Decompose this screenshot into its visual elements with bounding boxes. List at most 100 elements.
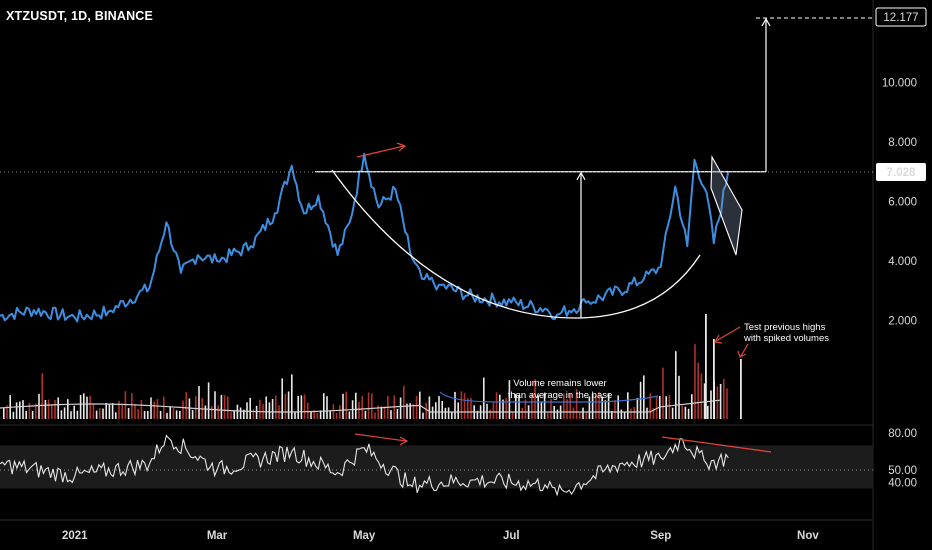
- time-axis-tick: Nov: [797, 530, 819, 542]
- volume-bar: [607, 393, 610, 419]
- volume-bar: [569, 393, 571, 419]
- volume-bar: [265, 396, 267, 419]
- volume-bar: [313, 410, 315, 419]
- volume-bar: [339, 405, 341, 419]
- volume-bar: [492, 401, 495, 419]
- volume-bar: [540, 401, 543, 419]
- volume-bar: [35, 403, 37, 419]
- volume-bar: [396, 409, 399, 419]
- volume-bar: [335, 412, 338, 419]
- volume-note: Volume remains lower: [513, 378, 606, 389]
- volume-bar: [623, 411, 626, 419]
- volume-bar: [572, 407, 575, 419]
- volume-bar: [441, 401, 443, 419]
- spike-arrowhead-2: [737, 350, 747, 358]
- volume-bar: [499, 394, 501, 419]
- rsi-axis-tick: 40.00: [888, 477, 917, 489]
- volume-bar: [726, 388, 728, 419]
- volume-bar: [671, 407, 674, 419]
- volume-bar: [537, 395, 539, 419]
- spike-arrow-2: [740, 343, 749, 357]
- volume-bar: [307, 402, 309, 419]
- volume-bar: [185, 392, 187, 419]
- volume-bar: [188, 398, 191, 419]
- volume-spike-bar: [713, 339, 715, 419]
- volume-bar: [646, 407, 648, 419]
- volume-bar: [515, 393, 517, 419]
- volume-bar: [524, 399, 527, 419]
- volume-bar: [22, 400, 24, 419]
- volume-bar: [348, 411, 351, 419]
- volume-bar: [383, 406, 386, 419]
- volume-bar: [275, 395, 277, 419]
- volume-bar: [633, 407, 635, 419]
- current-price-label: 7.028: [887, 167, 916, 179]
- volume-bar: [156, 399, 159, 419]
- volume-bar: [246, 402, 248, 419]
- price-axis-tick: 10.000: [882, 78, 917, 90]
- volume-bar: [476, 410, 479, 419]
- volume-bar: [300, 395, 303, 419]
- volume-bar: [652, 407, 655, 419]
- volume-bar: [294, 411, 296, 419]
- time-axis-tick: Mar: [207, 530, 228, 542]
- volume-bar: [259, 399, 261, 419]
- volume-bar: [76, 410, 79, 419]
- volume-bar: [345, 391, 347, 419]
- volume-bar: [412, 404, 415, 419]
- volume-bar: [191, 410, 194, 419]
- volume-bar: [233, 410, 235, 419]
- volume-bar: [575, 389, 578, 419]
- spike-arrow: [715, 326, 741, 342]
- volume-bar: [467, 398, 469, 419]
- volume-bar: [435, 402, 437, 419]
- volume-bar: [297, 396, 299, 419]
- volume-bar: [89, 395, 91, 419]
- volume-bar: [227, 396, 229, 419]
- volume-bar: [691, 394, 693, 419]
- volume-bar: [108, 404, 111, 419]
- volume-bar: [703, 383, 706, 419]
- volume-bar: [147, 411, 149, 419]
- volume-bar: [316, 412, 319, 419]
- volume-bar: [457, 402, 459, 419]
- volume-bar: [163, 396, 165, 419]
- time-axis-tick: May: [353, 530, 376, 542]
- price-axis-tick: 8.000: [888, 137, 917, 149]
- volume-bar: [230, 412, 232, 419]
- volume-bar: [12, 411, 15, 419]
- spike-note: Test previous highs: [744, 322, 826, 333]
- volume-bar: [681, 405, 683, 419]
- volume-bar: [175, 410, 178, 419]
- volume-bar: [422, 412, 424, 419]
- volume-bar: [591, 393, 594, 419]
- volume-bar: [326, 396, 328, 419]
- volume-bar: [204, 405, 207, 419]
- price-axis-tick: 6.000: [888, 197, 917, 209]
- volume-bar: [604, 400, 607, 419]
- rsi-line: [0, 434, 729, 497]
- price-axis-tick: 2.000: [888, 316, 917, 328]
- volume-bar: [47, 399, 50, 419]
- volume-bar: [140, 400, 143, 419]
- volume-bar: [95, 410, 98, 419]
- volume-bar: [319, 410, 322, 419]
- volume-bar: [239, 407, 242, 419]
- chart-title: XTZUSDT, 1D, BINANCE: [6, 9, 154, 23]
- volume-bar: [172, 408, 175, 419]
- volume-bar: [51, 404, 53, 419]
- volume-bar: [255, 405, 258, 419]
- volume-bar: [463, 392, 466, 419]
- rsi-band: [0, 445, 873, 489]
- volume-bar: [598, 391, 600, 419]
- volume-bar: [428, 396, 431, 419]
- target-price-badge: [875, 7, 927, 27]
- volume-bar: [268, 402, 271, 419]
- volume-bar: [563, 393, 565, 419]
- volume-bar: [271, 399, 274, 419]
- volume-bar: [214, 391, 216, 419]
- volume-bar: [217, 405, 219, 419]
- volume-bar: [63, 407, 66, 419]
- volume-bar: [287, 391, 290, 419]
